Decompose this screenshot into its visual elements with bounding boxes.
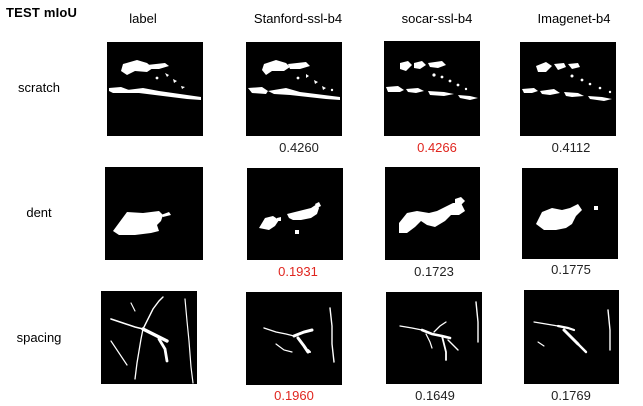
spacing-stanford-score: 0.1960 — [274, 388, 314, 403]
row-label-scratch: scratch — [18, 80, 60, 95]
dent-stanford-mask — [247, 168, 343, 260]
scratch-stanford-mask — [246, 42, 342, 136]
table-title: TEST mIoU — [6, 5, 78, 20]
scratch-stanford-score: 0.4260 — [279, 140, 319, 155]
row-label-spacing: spacing — [16, 330, 62, 345]
column-header-label: label — [129, 11, 157, 26]
dent-socar-score: 0.1723 — [414, 264, 454, 279]
dent-socar-mask — [385, 167, 480, 260]
spacing-stanford-mask — [246, 292, 342, 385]
scratch-label-mask — [107, 42, 203, 136]
column-header-imagenet: Imagenet-b4 — [537, 11, 611, 26]
column-header-stanford: Stanford-ssl-b4 — [253, 11, 343, 26]
spacing-imagenet-score: 0.1769 — [551, 388, 591, 403]
dent-imagenet-mask — [522, 168, 618, 259]
dent-stanford-score: 0.1931 — [278, 264, 318, 279]
scratch-imagenet-score: 0.4112 — [551, 140, 591, 155]
row-label-dent: dent — [26, 205, 52, 220]
dent-label-mask — [105, 167, 203, 260]
spacing-label-mask — [101, 291, 197, 384]
dent-imagenet-score: 0.1775 — [551, 262, 591, 277]
scratch-socar-mask — [384, 41, 480, 136]
spacing-socar-mask — [386, 292, 482, 384]
scratch-socar-score: 0.4266 — [417, 140, 457, 155]
scratch-imagenet-mask — [520, 42, 616, 136]
spacing-imagenet-mask — [524, 290, 619, 384]
column-header-socar: socar-ssl-b4 — [401, 11, 473, 26]
spacing-socar-score: 0.1649 — [415, 388, 455, 403]
